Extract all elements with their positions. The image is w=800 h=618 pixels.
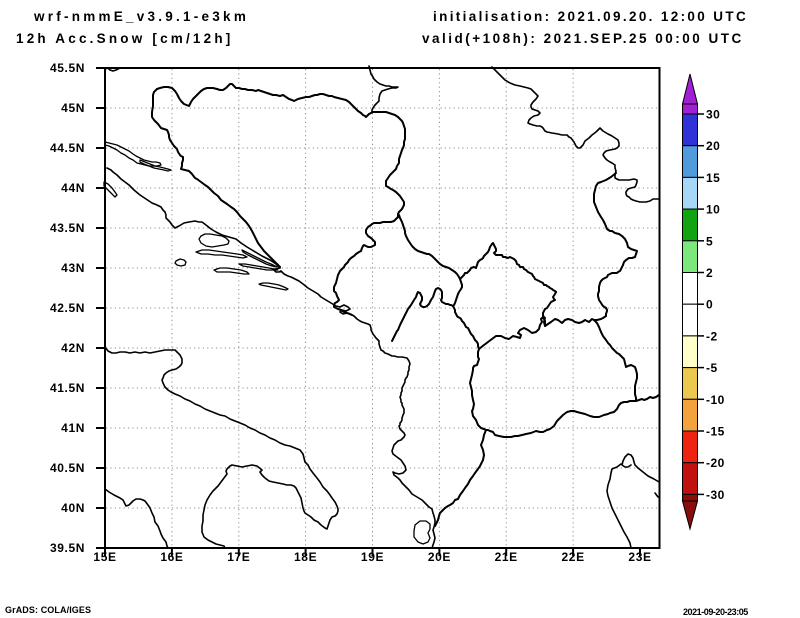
svg-text:wrf-nmmE_v3.9.1-e3km: wrf-nmmE_v3.9.1-e3km (33, 9, 249, 24)
svg-text:42.5N: 42.5N (50, 301, 85, 315)
svg-text:-20: -20 (706, 456, 725, 470)
svg-text:19E: 19E (361, 550, 384, 564)
svg-text:2021-09-20-23:05: 2021-09-20-23:05 (683, 607, 748, 617)
svg-text:-5: -5 (706, 361, 718, 375)
svg-text:41N: 41N (61, 421, 85, 435)
svg-text:16E: 16E (160, 550, 183, 564)
svg-text:GrADS: COLA/IGES: GrADS: COLA/IGES (5, 605, 91, 615)
svg-text:15: 15 (706, 171, 720, 185)
svg-text:39.5N: 39.5N (50, 541, 85, 555)
svg-text:40.5N: 40.5N (50, 461, 85, 475)
svg-text:45.5N: 45.5N (50, 61, 85, 75)
svg-text:30: 30 (706, 108, 720, 122)
svg-text:23E: 23E (628, 550, 651, 564)
svg-text:41.5N: 41.5N (50, 381, 85, 395)
svg-text:45N: 45N (61, 101, 85, 115)
svg-text:-2: -2 (706, 329, 718, 343)
svg-text:44N: 44N (61, 181, 85, 195)
svg-text:20E: 20E (428, 550, 451, 564)
svg-text:-10: -10 (706, 393, 725, 407)
svg-text:12h Acc.Snow [cm/12h]: 12h Acc.Snow [cm/12h] (16, 31, 234, 46)
svg-text:43.5N: 43.5N (50, 221, 85, 235)
svg-text:18E: 18E (294, 550, 317, 564)
svg-text:-15: -15 (706, 425, 725, 439)
svg-text:valid(+108h): 2021.SEP.25 00:0: valid(+108h): 2021.SEP.25 00:00 UTC (422, 31, 744, 46)
svg-text:22E: 22E (562, 550, 585, 564)
svg-text:44.5N: 44.5N (50, 141, 85, 155)
svg-text:5: 5 (706, 234, 713, 248)
svg-text:43N: 43N (61, 261, 85, 275)
svg-text:2: 2 (706, 266, 713, 280)
svg-text:17E: 17E (227, 550, 250, 564)
svg-text:-30: -30 (706, 488, 725, 502)
svg-text:42N: 42N (61, 341, 85, 355)
svg-text:10: 10 (706, 203, 720, 217)
svg-text:initialisation: 2021.09.20. 1: initialisation: 2021.09.20. 12:00 UTC (433, 9, 748, 24)
svg-text:40N: 40N (61, 501, 85, 515)
svg-text:20: 20 (706, 139, 720, 153)
svg-text:21E: 21E (495, 550, 518, 564)
svg-text:15E: 15E (93, 550, 116, 564)
svg-text:0: 0 (706, 298, 713, 312)
